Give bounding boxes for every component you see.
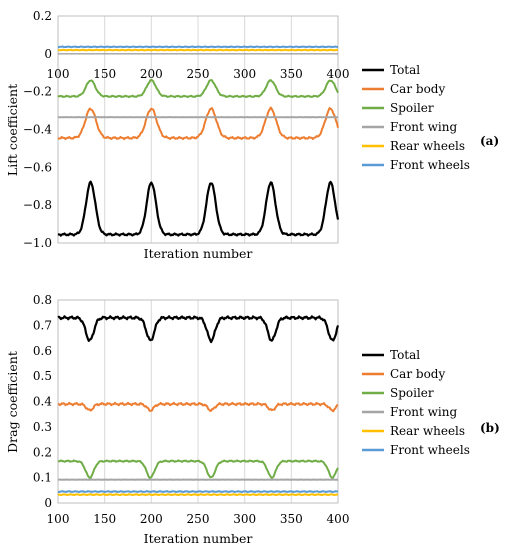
y-tick-label: 0.4 bbox=[33, 395, 52, 409]
chart-a-ylabel: Lift coefficient bbox=[5, 84, 20, 176]
chart-a-panel-label: (a) bbox=[480, 134, 499, 148]
y-tick-label: 0.3 bbox=[33, 420, 52, 434]
y-tick-label: −0.4 bbox=[23, 123, 53, 137]
y-tick-label: −0.2 bbox=[23, 85, 52, 99]
x-tick-label: 250 bbox=[187, 512, 210, 526]
legend-label-front-wheels: Front wheels bbox=[390, 158, 470, 172]
chart-b-xlabel: Iteration number bbox=[144, 531, 253, 546]
x-tick-label: 300 bbox=[233, 67, 256, 81]
series-line-car-body bbox=[57, 106, 339, 141]
series-line-spoiler bbox=[57, 78, 339, 99]
legend-label-front-wing: Front wing bbox=[390, 120, 457, 134]
x-tick-label: 200 bbox=[140, 512, 163, 526]
x-tick-label: 350 bbox=[280, 67, 303, 81]
legend-label-spoiler: Spoiler bbox=[390, 101, 434, 115]
x-tick-label: 400 bbox=[327, 512, 350, 526]
chart-b-ylabel: Drag coefficient bbox=[5, 351, 20, 453]
series-line-rear-wheels bbox=[57, 493, 339, 497]
series-line-front-wheels bbox=[57, 45, 339, 49]
y-tick-label: −0.8 bbox=[23, 198, 52, 212]
lift-coefficient-chart: Lift coefficient Iteration number (a) 0.… bbox=[5, 9, 499, 261]
series-line-front-wheels bbox=[57, 490, 339, 494]
legend-label-car-body: Car body bbox=[390, 82, 445, 96]
series-line-rear-wheels bbox=[57, 48, 339, 52]
chart-a-xlabel: Iteration number bbox=[144, 246, 253, 261]
y-tick-label: 0.5 bbox=[33, 369, 52, 383]
y-tick-label: −1.0 bbox=[23, 236, 52, 250]
x-tick-label: 300 bbox=[233, 512, 256, 526]
legend-label-rear-wheels: Rear wheels bbox=[390, 139, 465, 153]
series-line-total bbox=[57, 315, 340, 344]
legend-label-total: Total bbox=[390, 63, 420, 77]
x-tick-label: 150 bbox=[93, 67, 116, 81]
series-line-car-body bbox=[57, 401, 339, 413]
y-tick-label: 0 bbox=[44, 496, 52, 510]
x-tick-label: 400 bbox=[327, 67, 350, 81]
legend-label-rear-wheels: Rear wheels bbox=[390, 424, 465, 438]
plot-area bbox=[57, 15, 339, 244]
y-tick-label: 0.2 bbox=[33, 445, 52, 459]
chart-b-panel-label: (b) bbox=[480, 421, 500, 435]
legend-label-total: Total bbox=[390, 348, 420, 362]
x-tick-label: 200 bbox=[140, 67, 163, 81]
plot-area bbox=[57, 299, 339, 504]
y-tick-label: 0.6 bbox=[33, 344, 52, 358]
legend-label-car-body: Car body bbox=[390, 367, 445, 381]
x-tick-label: 350 bbox=[280, 512, 303, 526]
y-tick-label: −0.6 bbox=[23, 160, 52, 174]
series-line-spoiler bbox=[57, 459, 339, 480]
legend-label-spoiler: Spoiler bbox=[390, 386, 434, 400]
x-tick-label: 100 bbox=[47, 512, 70, 526]
y-tick-label: 0.2 bbox=[33, 9, 52, 23]
legend-label-front-wing: Front wing bbox=[390, 405, 457, 419]
y-tick-label: 0.8 bbox=[33, 293, 52, 307]
y-tick-label: 0.7 bbox=[33, 318, 52, 332]
y-tick-label: 0.1 bbox=[33, 471, 52, 485]
drag-coefficient-chart: Drag coefficient Iteration number (b) 0.… bbox=[5, 293, 500, 546]
x-tick-label: 250 bbox=[187, 67, 210, 81]
legend-label-front-wheels: Front wheels bbox=[390, 443, 470, 457]
x-tick-label: 150 bbox=[93, 512, 116, 526]
x-tick-label: 100 bbox=[47, 67, 70, 81]
series-line-total bbox=[57, 180, 340, 237]
y-tick-label: 0 bbox=[44, 47, 52, 61]
